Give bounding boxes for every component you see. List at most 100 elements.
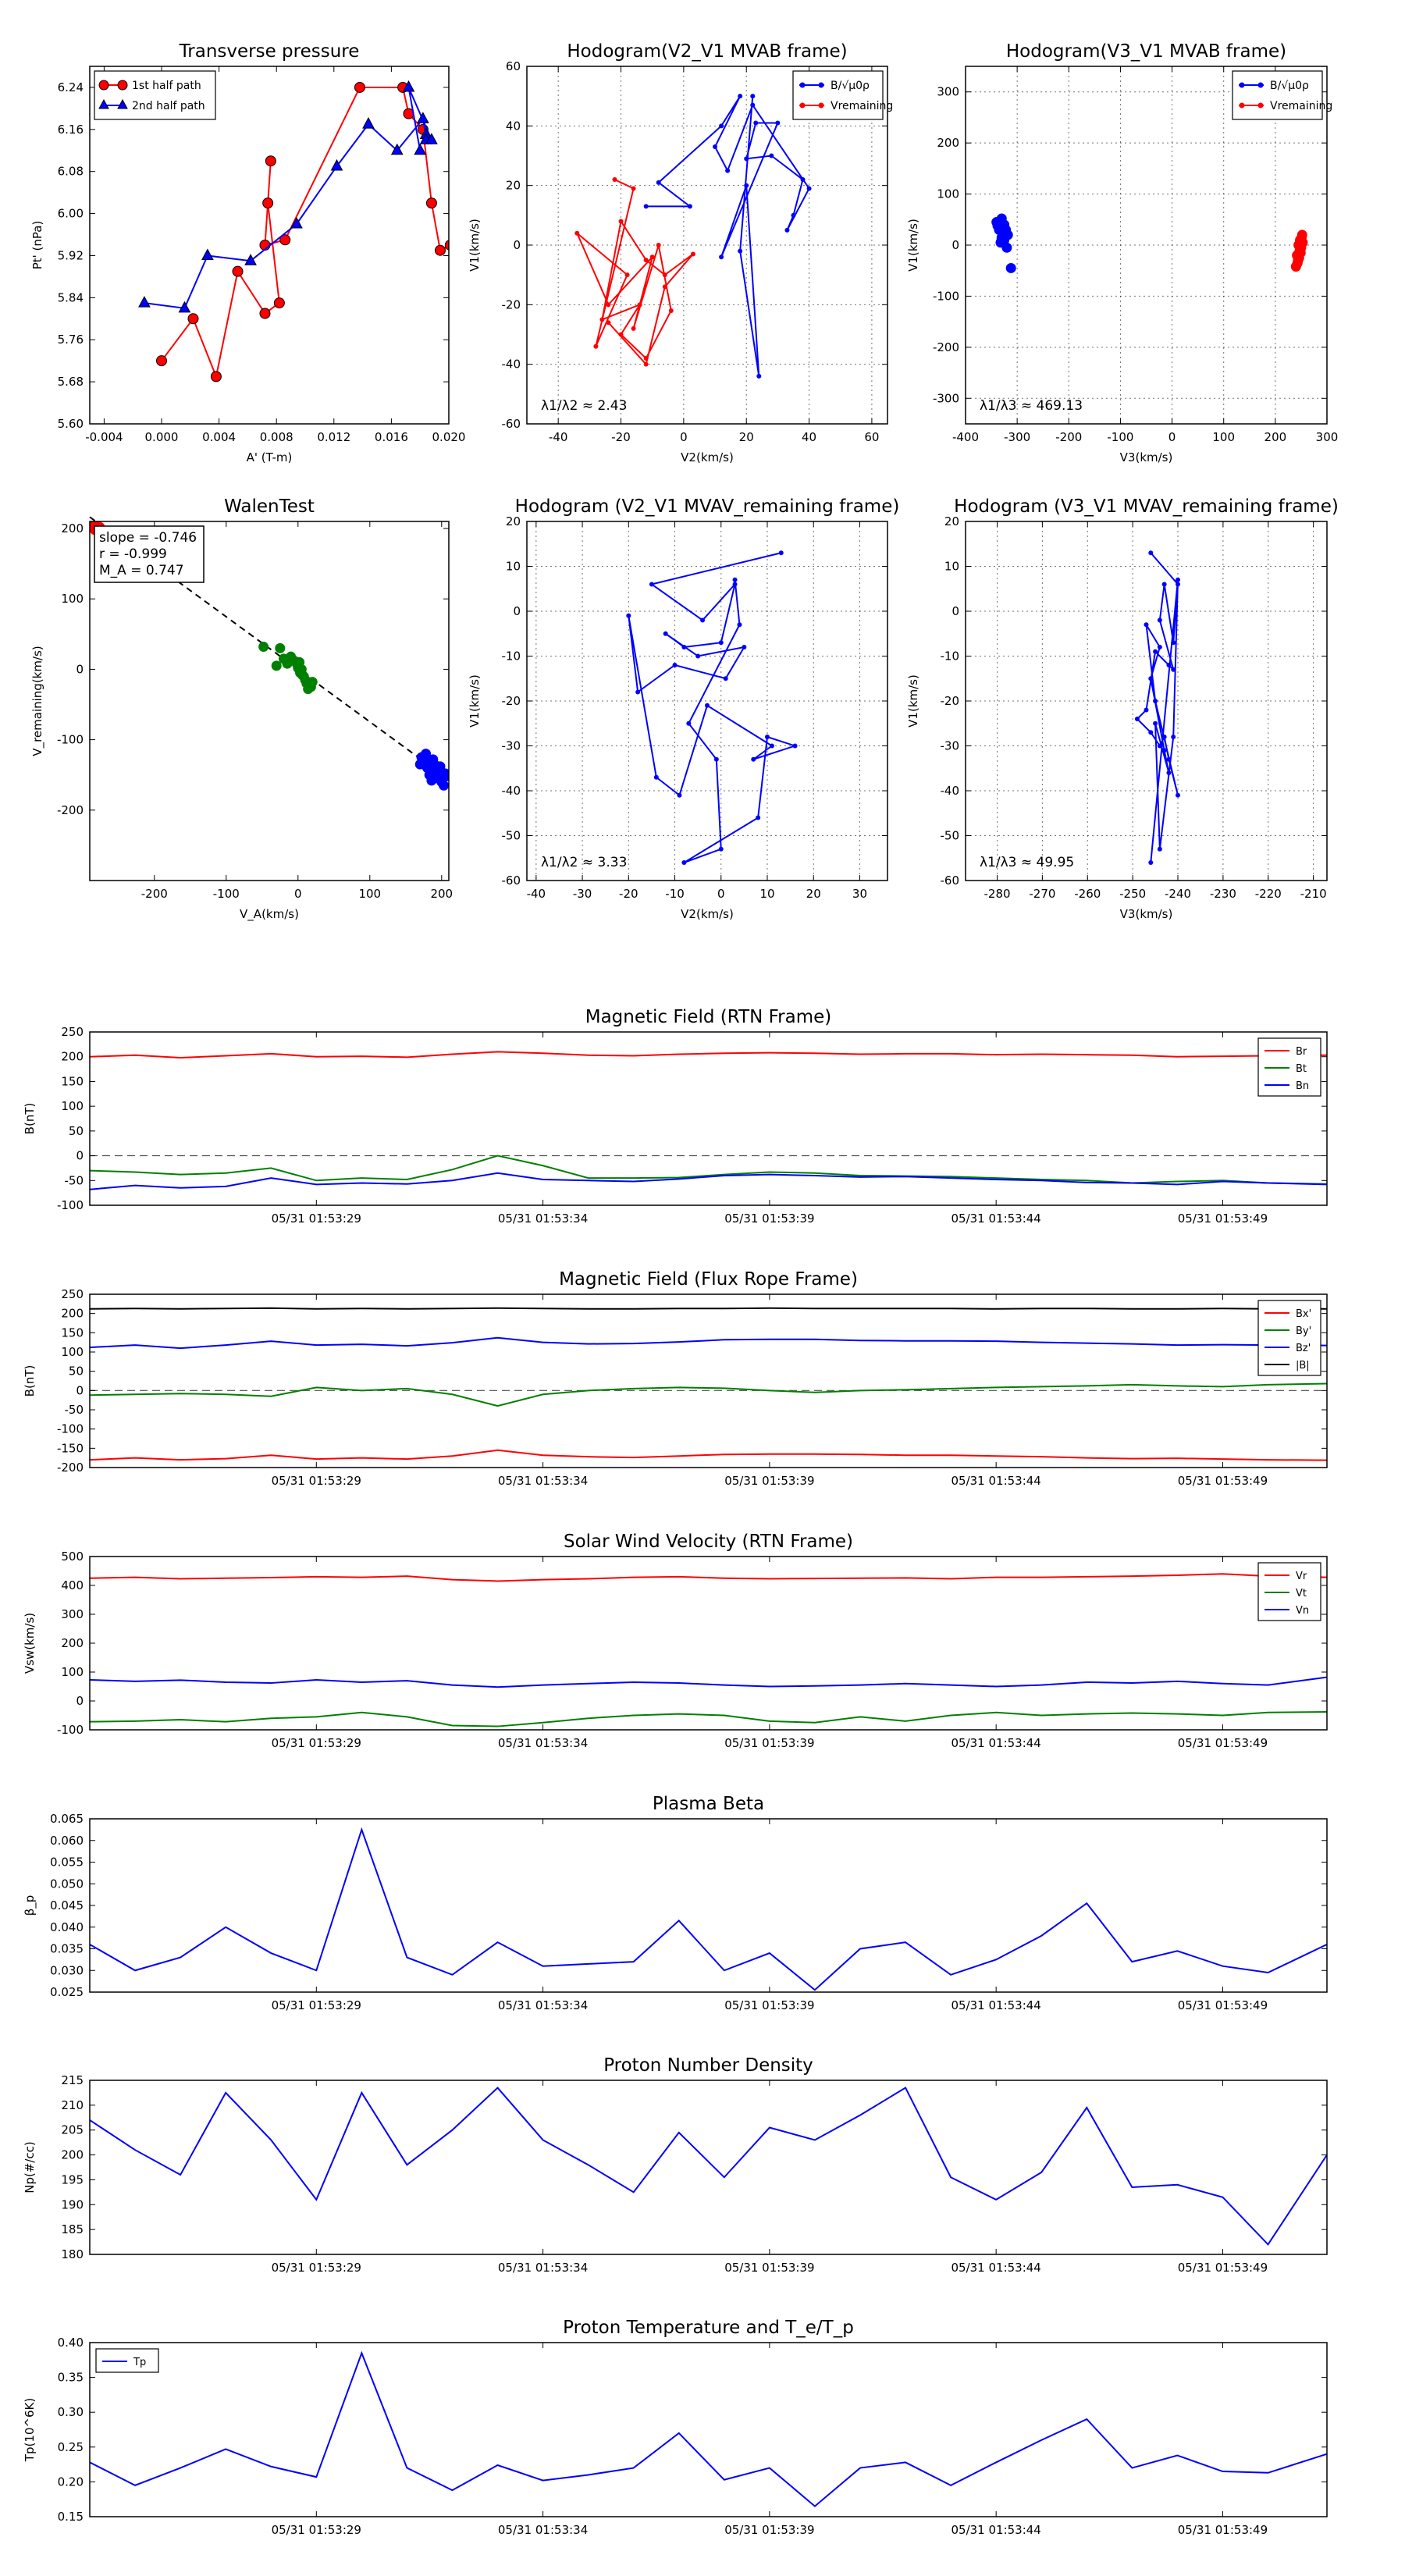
data-point xyxy=(1148,860,1154,865)
series-line xyxy=(144,87,433,309)
y-tick-label: 0 xyxy=(513,604,521,618)
x-tick-label: 0 xyxy=(717,887,725,901)
series-line xyxy=(576,179,694,366)
data-point xyxy=(390,143,404,155)
data-point xyxy=(606,302,611,308)
data-point xyxy=(1166,770,1172,775)
y-tick-label: 150 xyxy=(61,1074,84,1088)
x-tick-label: -200 xyxy=(141,887,168,901)
x-tick-label: 05/31 01:53:44 xyxy=(951,2523,1040,2537)
data-point xyxy=(1148,676,1154,681)
data-point xyxy=(653,774,659,780)
series-line-Tp xyxy=(90,2350,1327,2507)
y-tick-label: 0.050 xyxy=(50,1877,84,1891)
x-tick-label: -280 xyxy=(984,887,1010,901)
series-line-Bn xyxy=(90,1172,1327,1190)
x-tick-label: 05/31 01:53:34 xyxy=(498,1736,588,1750)
y-tick-label: 0 xyxy=(513,238,521,252)
y-tick-label: 0.30 xyxy=(58,2405,84,2419)
y-tick-label: 300 xyxy=(61,1607,84,1621)
x-tick-label: 05/31 01:53:39 xyxy=(724,1474,814,1488)
data-point xyxy=(258,642,269,653)
legend-label: Bz' xyxy=(1296,1343,1311,1354)
x-tick-label: 05/31 01:53:34 xyxy=(498,2261,588,2275)
y-tick-label: 0 xyxy=(76,662,84,676)
data-point xyxy=(686,720,692,726)
data-point xyxy=(631,186,636,191)
legend-marker xyxy=(117,98,128,109)
series-2nd half path xyxy=(138,80,438,313)
y-tick-label: 100 xyxy=(61,1665,84,1679)
series-B/√μ0ρ xyxy=(643,94,812,379)
data-point xyxy=(210,371,222,382)
x-tick-label: -230 xyxy=(1210,887,1236,901)
y-tick-label: -100 xyxy=(57,733,84,747)
x-tick-label: -240 xyxy=(1165,887,1191,901)
x-tick-label: -20 xyxy=(619,887,638,901)
y-tick-label: -40 xyxy=(502,358,521,372)
x-tick-label: 300 xyxy=(1316,430,1339,444)
data-point xyxy=(792,743,798,749)
data-point xyxy=(662,284,667,290)
x-tick-label: 05/31 01:53:49 xyxy=(1178,1474,1268,1488)
data-point xyxy=(994,222,1005,233)
series-line-|B| xyxy=(90,1307,1327,1310)
data-point xyxy=(784,227,790,233)
legend-label: B/√μ0ρ xyxy=(831,80,870,92)
data-point xyxy=(635,689,641,695)
data-point xyxy=(738,248,743,254)
legend-label: Vn xyxy=(1296,1605,1309,1617)
proton-temperature-panel: Proton Temperature and T_e/T_p Tp(10^6K) 0… xyxy=(23,2318,1328,2537)
legend-label: 1st half path xyxy=(132,80,201,92)
plot-frame xyxy=(89,1556,1328,1731)
x-axis-label: V3(km/s) xyxy=(1120,907,1173,921)
data-point xyxy=(425,133,438,144)
x-tick-label: -20 xyxy=(611,430,631,444)
x-tick-label: 05/31 01:53:29 xyxy=(272,1212,361,1226)
x-tick-label: 05/31 01:53:29 xyxy=(272,2523,361,2537)
legend: Bx' By' Bz' |B| xyxy=(1257,1300,1321,1376)
data-point xyxy=(425,197,437,209)
data-point xyxy=(1157,617,1162,623)
data-point xyxy=(626,613,631,618)
x-tick-label: -100 xyxy=(1107,430,1133,444)
y-tick-label: 0.030 xyxy=(50,1963,84,1977)
y-tick-label: 0.15 xyxy=(58,2510,84,2524)
y-tick-label: -100 xyxy=(57,1198,84,1212)
proton-number-density-panel: Proton Number Density Np(#/cc) 180 185 190 19… xyxy=(23,2055,1328,2275)
chart-title: Hodogram (V2_V1 MVAV_remaining frame) xyxy=(515,496,900,517)
x-tick-label: 05/31 01:53:29 xyxy=(272,1736,361,1750)
x-tick-label: 05/31 01:53:39 xyxy=(724,1736,814,1750)
y-tick-label: 100 xyxy=(937,187,959,201)
annotation-line: r = -0.999 xyxy=(99,546,167,562)
y-tick-label: 20 xyxy=(506,179,521,193)
data-point xyxy=(662,272,667,278)
x-tick-label: 05/31 01:53:39 xyxy=(724,2261,814,2275)
legend-marker xyxy=(1239,102,1245,109)
series-B/√μ0ρ xyxy=(991,213,1016,273)
data-point xyxy=(744,156,749,162)
data-point xyxy=(687,204,692,209)
series-line-Br xyxy=(90,1051,1327,1059)
series-line xyxy=(646,95,810,377)
y-axis-label: V1(km/s) xyxy=(906,219,920,272)
data-point xyxy=(700,617,706,623)
fit-line xyxy=(89,516,450,781)
data-point xyxy=(732,582,738,587)
walen-test-panel: -200 -100 0 100 200 -200 -100 0 100 200 WalenTest V… xyxy=(30,496,453,922)
x-tick-label: -250 xyxy=(1119,887,1146,901)
y-tick-label: 200 xyxy=(61,2148,84,2162)
data-point xyxy=(1148,550,1154,556)
data-point xyxy=(681,860,687,865)
series-line-Vr xyxy=(90,1573,1327,1582)
data-point xyxy=(294,656,305,667)
chart-title: Hodogram (V3_V1 MVAV_remaining frame) xyxy=(954,496,1339,517)
y-tick-label: -40 xyxy=(941,784,960,798)
data-point xyxy=(643,204,649,209)
plot-frame xyxy=(526,66,888,425)
y-tick-label: -60 xyxy=(941,873,960,888)
data-point xyxy=(725,168,731,173)
y-tick-label: 190 xyxy=(61,2197,84,2211)
data-point xyxy=(1148,730,1154,735)
y-tick-label: 200 xyxy=(937,136,959,150)
